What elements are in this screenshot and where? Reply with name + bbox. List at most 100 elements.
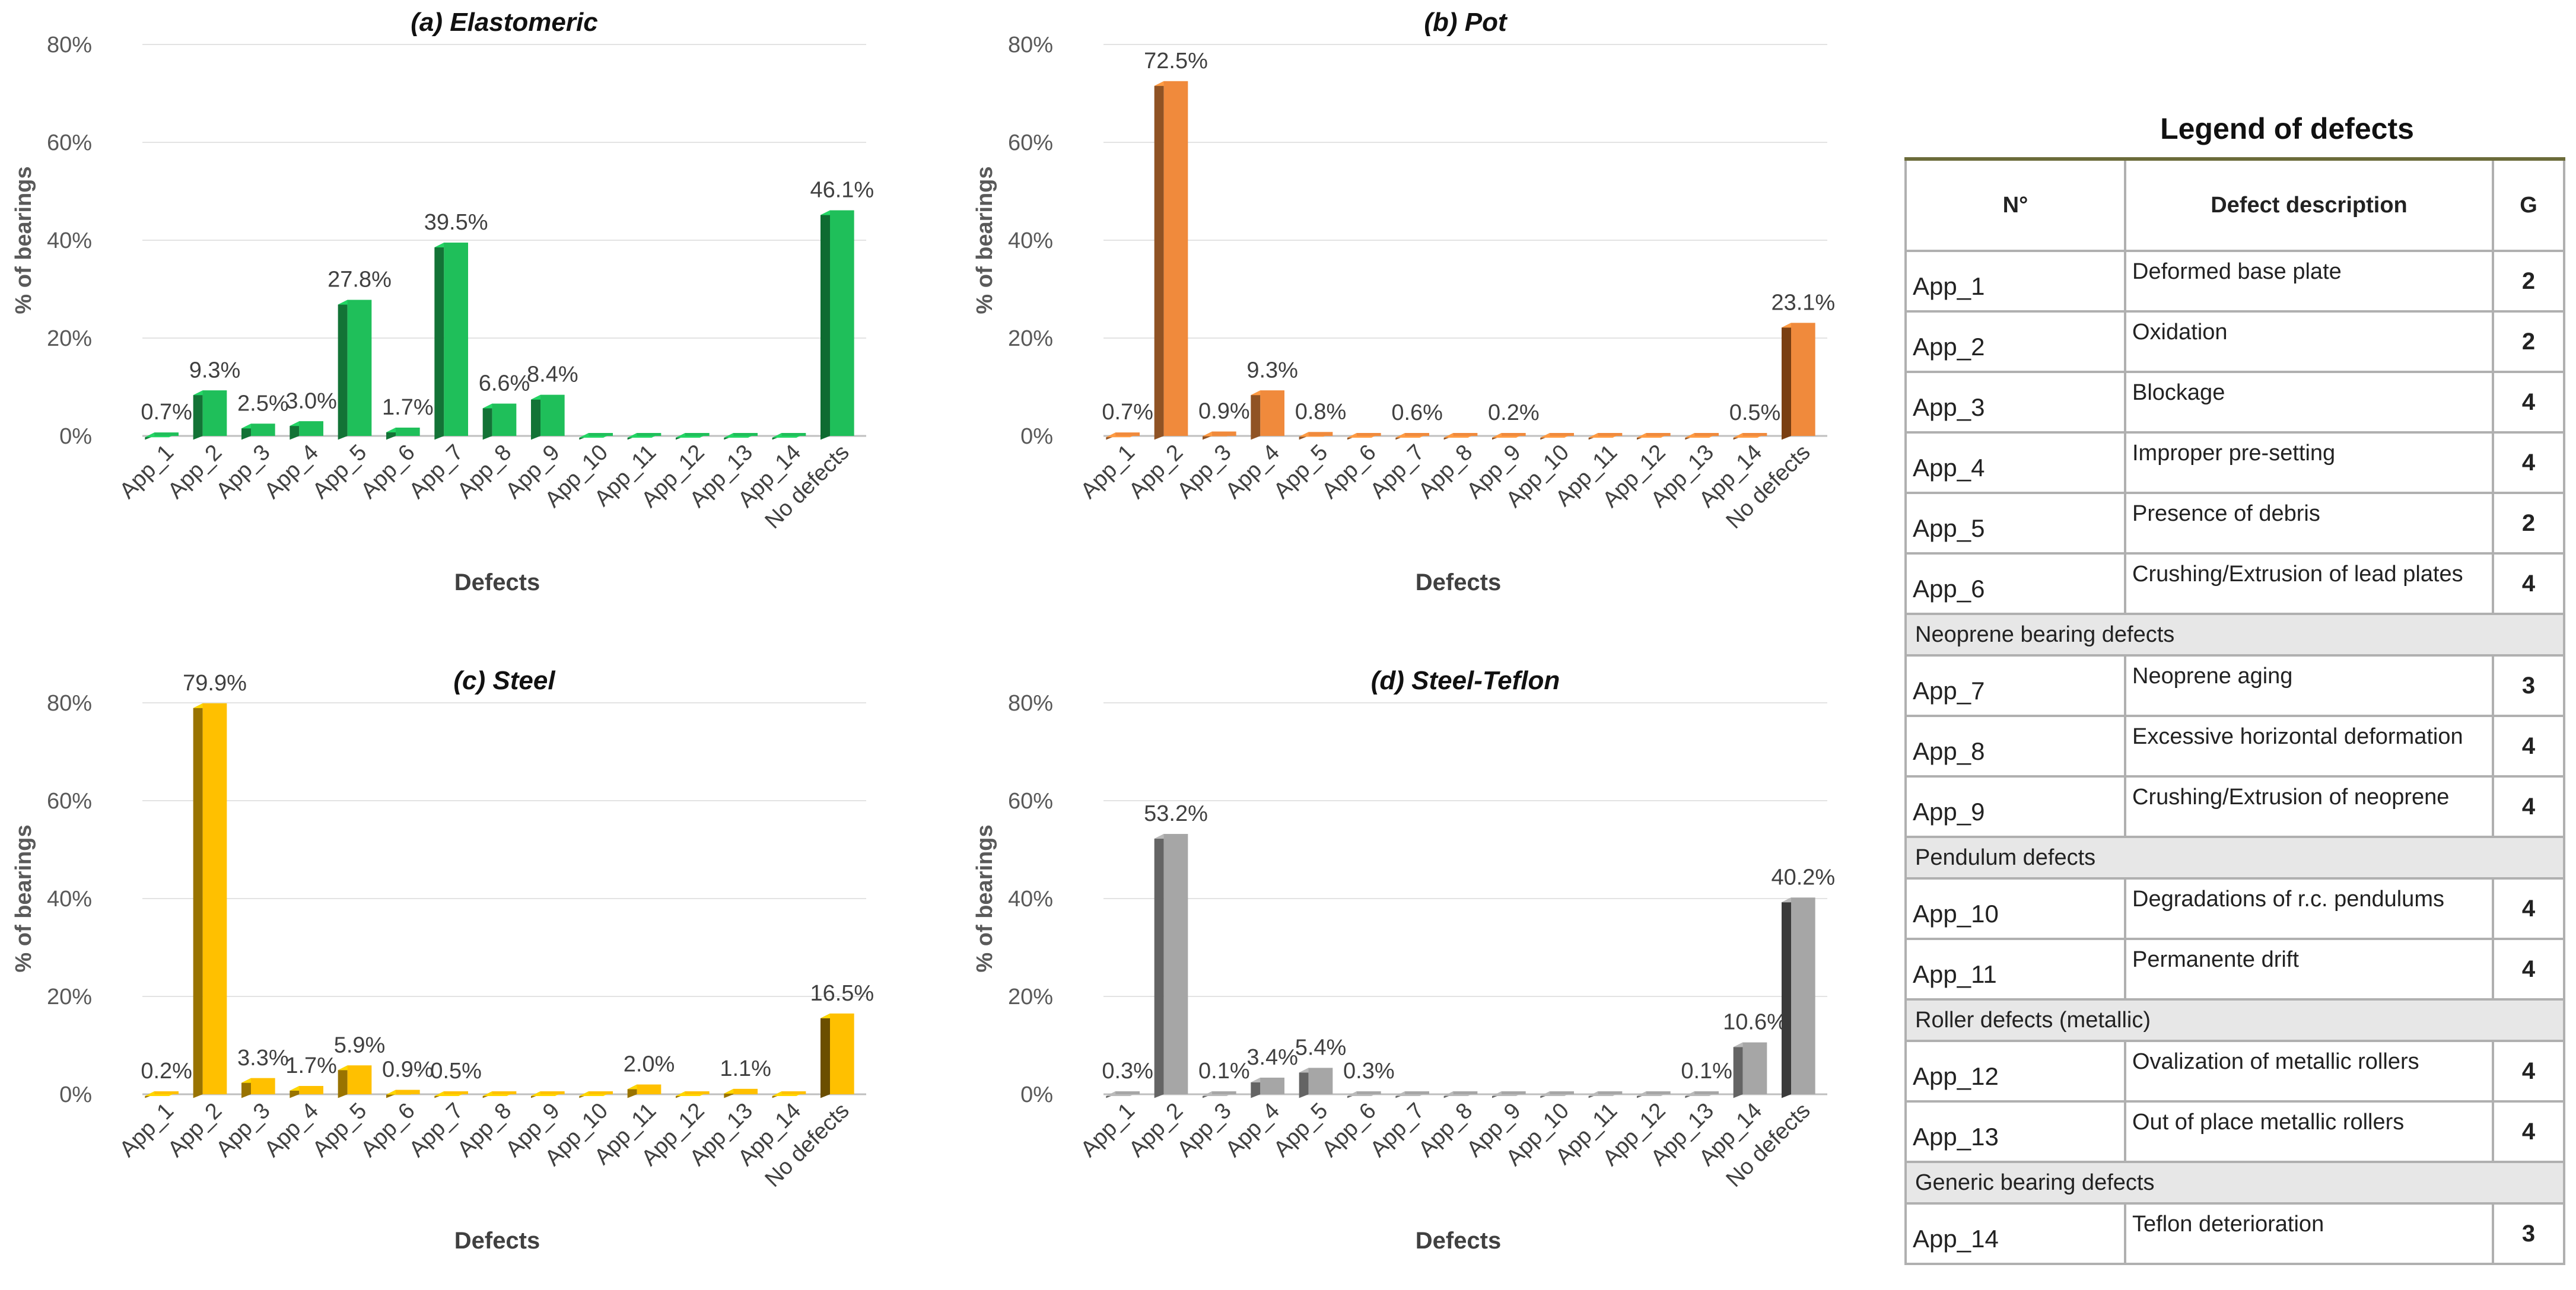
chart3-bar-app_11 [1598, 1091, 1623, 1094]
chart1-data-label: 0.2% [1488, 400, 1540, 425]
chart2-bar-app_11 [637, 1084, 662, 1094]
chart3-ytick: 20% [1008, 985, 1053, 1009]
chart0-bar-app_13 [733, 433, 758, 436]
chart3-xlabel: Defects [1416, 1228, 1502, 1254]
legend-grade: 4 [2492, 715, 2565, 778]
legend-header-row: N° Defect description G [1904, 158, 2565, 252]
chart3-bar-app_9 [1502, 1091, 1526, 1094]
chart3-xtick: App_6 [1317, 1098, 1381, 1162]
legend-row: App_13 Out of place metallic rollers 4 [1904, 1100, 2565, 1163]
chart3-ytick: 40% [1008, 887, 1053, 912]
chart-steel: (c) Steel 0% 20% 40% 60% 80% % of bearings 0.2%… [11, 666, 874, 1254]
chart1-data-label: 72.5% [1144, 49, 1208, 74]
chart1-xtick: App_3 [1172, 440, 1236, 504]
legend-code: App_12 [1904, 1040, 2126, 1103]
legend-grade: 2 [2492, 492, 2565, 555]
chart0-data-label: 39.5% [424, 210, 488, 235]
chart2-data-label: 1.7% [285, 1053, 337, 1078]
chart1-bar-side [1782, 323, 1791, 440]
legend-description: Oxidation [2124, 310, 2494, 373]
legend-description: Crushing/Extrusion of lead plates [2124, 552, 2494, 615]
legend-code: App_7 [1904, 654, 2126, 717]
legend-description: Deformed base plate [2124, 250, 2494, 313]
chart1-data-label: 0.6% [1391, 400, 1443, 425]
chart2-data-label: 0.9% [382, 1058, 434, 1082]
chart1-bar-app_6 [1357, 433, 1381, 436]
chart3-data-label: 0.1% [1198, 1059, 1250, 1084]
chart3-bar-app_1 [1115, 1091, 1140, 1094]
chart0-data-label: 46.1% [810, 178, 874, 203]
chart2-ytick: 0% [59, 1082, 92, 1107]
chart1-data-label: 0.5% [1729, 400, 1781, 425]
chart2-bar-app_8 [492, 1091, 517, 1094]
chart3-ylabel: % of bearings [972, 824, 997, 972]
chart1-bar-app_13 [1694, 433, 1719, 436]
chart1-bar-app_9 [1502, 433, 1526, 436]
chart3-xtick: App_3 [1172, 1098, 1236, 1162]
legend-grade: 4 [2492, 877, 2565, 940]
chart3-xtick: App_4 [1221, 1098, 1284, 1162]
chart3-data-label: 40.2% [1771, 865, 1835, 890]
legend-code: App_8 [1904, 715, 2126, 778]
chart1-bar-app_14 [1742, 433, 1767, 436]
chart2-ytick: 20% [47, 985, 92, 1009]
legend-grade: 4 [2492, 1040, 2565, 1103]
chart3-data-label: 5.4% [1295, 1035, 1347, 1060]
chart2-data-label: 5.9% [334, 1033, 386, 1058]
legend-code: App_10 [1904, 877, 2126, 940]
chart3-data-label: 0.3% [1343, 1059, 1395, 1084]
chart0-ytick: 60% [47, 130, 92, 155]
legend-section-row: Neoprene bearing defects [1904, 613, 2565, 657]
legend-code: App_2 [1904, 310, 2126, 373]
legend-row: App_7 Neoprene aging 3 [1904, 654, 2565, 717]
chart3-data-label: 0.3% [1102, 1059, 1153, 1084]
legend-row: App_2 Oxidation 2 [1904, 310, 2565, 373]
chart3-bar-side [1299, 1068, 1309, 1098]
chart2-title: (c) Steel [453, 666, 555, 695]
chart3-bar-app_13 [1694, 1091, 1719, 1094]
chart3-bar-app_10 [1550, 1091, 1574, 1094]
chart2-bar-app_2 [202, 703, 227, 1094]
chart1-ylabel: % of bearings [972, 166, 997, 314]
legend-section-label: Pendulum defects [1904, 836, 2565, 880]
chart1-ytick: 0% [1020, 424, 1053, 449]
chart0-bar-app_14 [781, 433, 806, 436]
legend-row: App_5 Presence of debris 2 [1904, 492, 2565, 555]
legend-grade: 2 [2492, 250, 2565, 313]
chart3-bar-side [1251, 1077, 1261, 1098]
legend-row: App_8 Excessive horizontal deformation 4 [1904, 715, 2565, 778]
chart0-title: (a) Elastomeric [411, 8, 597, 37]
chart2-data-label: 0.2% [141, 1059, 192, 1084]
chart1-ytick: 60% [1008, 130, 1053, 155]
chart3-bar-app_4 [1260, 1077, 1284, 1094]
chart3-ytick: 0% [1020, 1082, 1053, 1107]
chart2-bar-app_10 [589, 1091, 613, 1094]
chart1-bar-no-defects [1791, 323, 1815, 436]
legend-title: Legend of defects [2160, 112, 2414, 145]
chart3-xtick: App_5 [1269, 1098, 1332, 1162]
chart3-bar-app_8 [1453, 1091, 1478, 1094]
chart3-data-label: 3.4% [1246, 1045, 1298, 1070]
legend-row: App_3 Blockage 4 [1904, 371, 2565, 434]
chart0-xtick: App_2 [163, 440, 227, 504]
chart0-data-label: 27.8% [327, 267, 392, 292]
chart0-data-label: 8.4% [527, 362, 578, 387]
legend-section-row: Pendulum defects [1904, 836, 2565, 880]
chart0-xtick: App_7 [405, 440, 468, 504]
chart3-bar-no-defects [1791, 897, 1815, 1094]
chart2-xlabel: Defects [454, 1228, 540, 1254]
chart0-bar-app_4 [299, 421, 323, 436]
chart0-bar-side [531, 394, 540, 440]
legend-code: App_4 [1904, 431, 2126, 494]
legend-description: Improper pre-setting [2124, 431, 2494, 494]
chart2-bar-side [193, 703, 203, 1098]
legend-grade: 4 [2492, 1100, 2565, 1163]
legend-row: App_6 Crushing/Extrusion of lead plates 4 [1904, 552, 2565, 615]
chart1-bar-app_11 [1598, 433, 1623, 436]
chart2-bar-app_13 [733, 1088, 758, 1094]
chart2-xtick: App_8 [453, 1098, 516, 1162]
chart3-bar-side [1154, 834, 1164, 1098]
chart3-title: (d) Steel-Teflon [1371, 666, 1560, 695]
chart3-data-label: 53.2% [1144, 801, 1208, 826]
chart2-bar-app_5 [347, 1065, 372, 1094]
